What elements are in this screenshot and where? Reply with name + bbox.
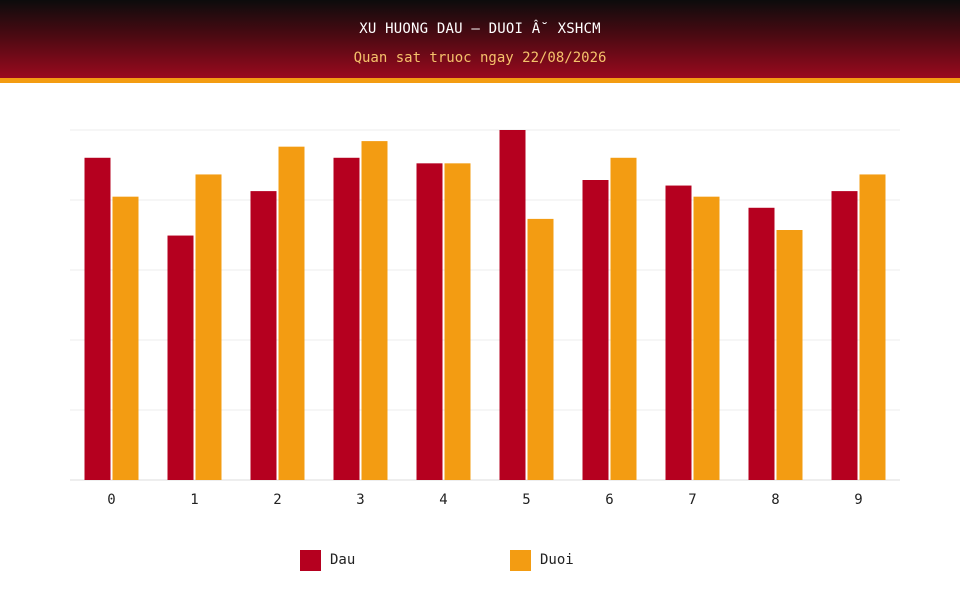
legend-label-duoi: Duoi: [540, 552, 574, 568]
bar-dau-0: [84, 157, 111, 480]
x-tick-labels: 0 1 2 3 4 5 6 7 8 9: [107, 492, 862, 508]
bar-dau-1: [167, 235, 194, 480]
bar-duoi-9: [859, 174, 886, 480]
legend-label-dau: Dau: [330, 552, 356, 568]
legend-swatch-dau: [300, 550, 321, 571]
bar-duoi-3: [361, 141, 388, 480]
x-tick-label: 7: [688, 492, 696, 508]
bar-dau-5: [499, 130, 526, 480]
bar-duoi-2: [278, 146, 305, 480]
bar-dau-4: [416, 163, 443, 481]
x-tick-label: 1: [190, 492, 198, 508]
bar-dau-9: [831, 191, 858, 480]
bar-dau-3: [333, 157, 360, 480]
bar-duoi-6: [610, 157, 637, 480]
x-tick-label: 4: [439, 492, 447, 508]
bars: [84, 130, 886, 481]
chart-title: XU HUONG DAU – DUOI Â˘ XSHCM: [359, 21, 601, 37]
grid-lines: [70, 129, 900, 481]
bar-duoi-7: [693, 196, 720, 480]
bar-duoi-4: [444, 163, 471, 481]
bar-duoi-0: [112, 196, 139, 480]
bar-dau-8: [748, 207, 775, 480]
bar-duoi-5: [527, 218, 554, 480]
chart-subtitle: Quan sat truoc ngay 22/08/2026: [353, 50, 607, 66]
x-tick-label: 0: [107, 492, 115, 508]
x-tick-label: 5: [522, 492, 530, 508]
bar-dau-2: [250, 191, 277, 480]
x-tick-label: 6: [605, 492, 613, 508]
bar-dau-7: [665, 185, 692, 481]
bar-dau-6: [582, 180, 609, 480]
bar-duoi-8: [776, 230, 803, 480]
x-tick-label: 2: [273, 492, 281, 508]
legend-swatch-duoi: [510, 550, 531, 571]
bar-duoi-1: [195, 174, 222, 480]
chart-header: XU HUONG DAU – DUOI Â˘ XSHCM Quan sat tr…: [0, 0, 960, 83]
x-tick-label: 9: [854, 492, 862, 508]
x-tick-label: 3: [356, 492, 364, 508]
x-tick-label: 8: [771, 492, 779, 508]
